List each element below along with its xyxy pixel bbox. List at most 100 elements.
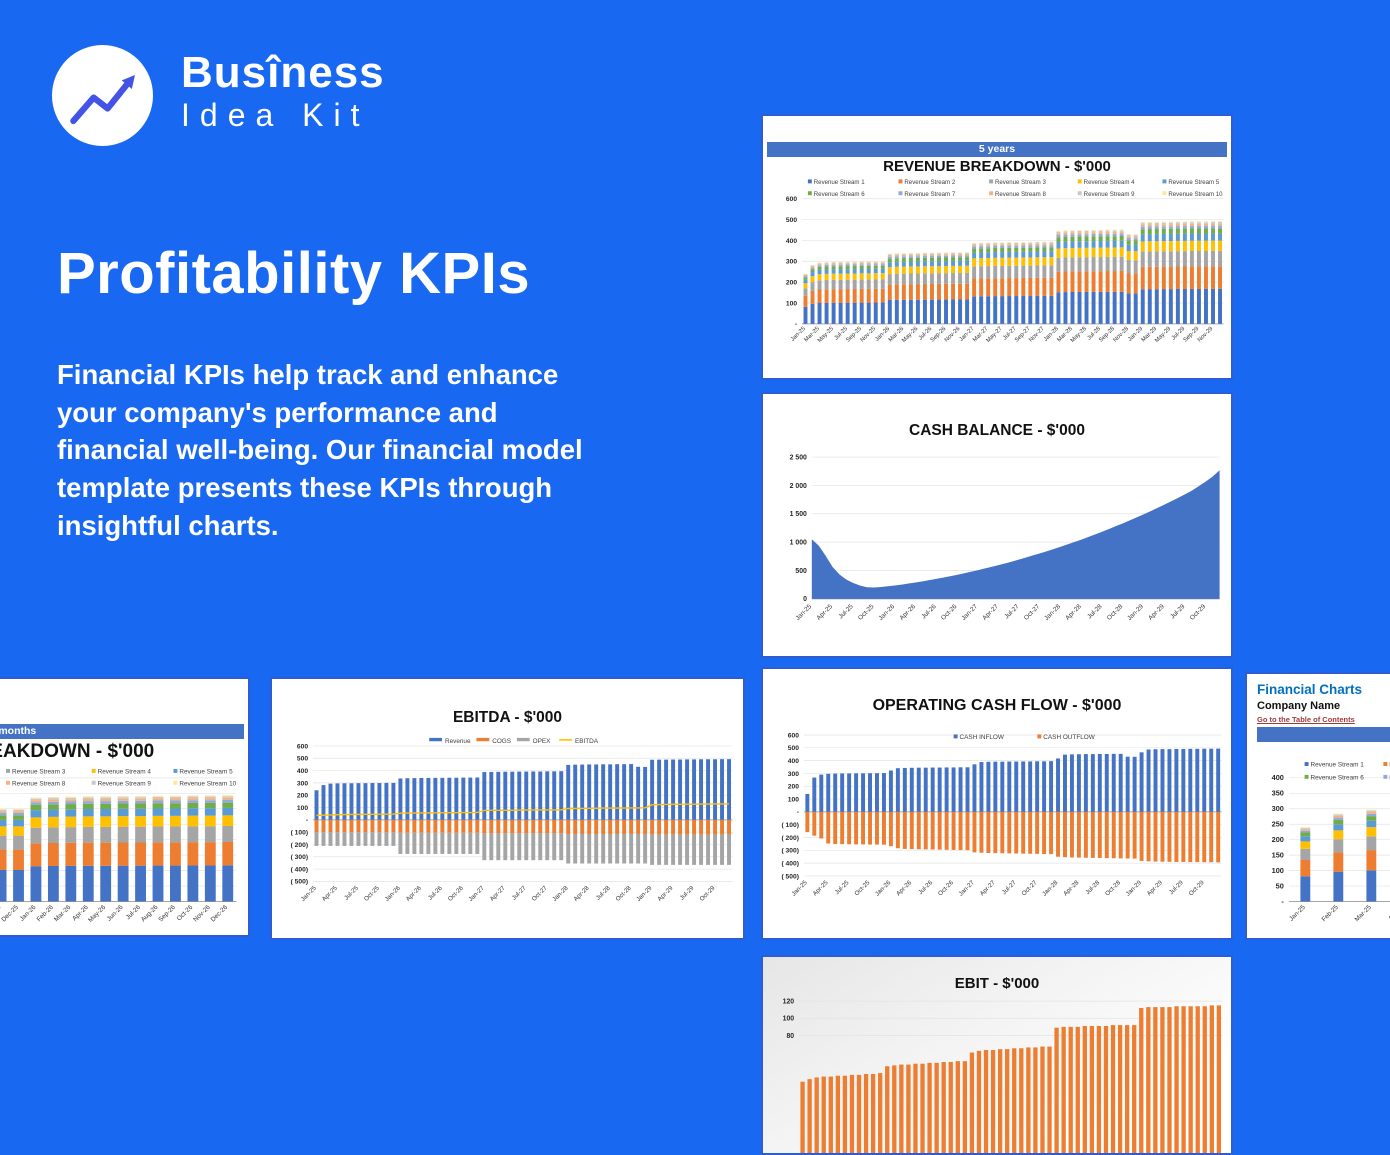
svg-text:100: 100 xyxy=(786,300,797,307)
svg-text:400: 400 xyxy=(788,758,799,765)
svg-text:Jan-27: Jan-27 xyxy=(467,884,486,903)
svg-text:Revenue Stream 10: Revenue Stream 10 xyxy=(1168,191,1223,198)
page-title: Profitability KPIs xyxy=(57,241,531,306)
svg-text:Jul-26: Jul-26 xyxy=(917,879,934,896)
series xyxy=(811,470,1220,599)
svg-text:Oct-28: Oct-28 xyxy=(1106,603,1125,622)
svg-text:300: 300 xyxy=(786,259,797,266)
svg-text:150: 150 xyxy=(1272,851,1284,860)
operating-cash-flow-title: OPERATING CASH FLOW - $'000 xyxy=(872,697,1122,714)
svg-text:Jul-26: Jul-26 xyxy=(920,603,938,621)
svg-text:Oct-26: Oct-26 xyxy=(447,884,465,902)
svg-text:( 100): ( 100) xyxy=(291,829,308,836)
svg-text:Apr-28: Apr-28 xyxy=(1062,879,1080,897)
svg-text:Oct-25: Oct-25 xyxy=(857,603,876,622)
svg-text:May-29: May-29 xyxy=(1154,326,1172,344)
svg-text:Jan-25: Jan-25 xyxy=(794,603,813,622)
revenue-breakdown-5y-card: 5 years REVENUE BREAKDOWN - $'000 - 100 20… xyxy=(761,114,1233,380)
company-name-label: Company Name xyxy=(1257,700,1341,712)
svg-text:Jan-28: Jan-28 xyxy=(1041,879,1060,898)
svg-text:500: 500 xyxy=(297,756,308,763)
svg-text:Revenue Stream 7: Revenue Stream 7 xyxy=(904,191,955,198)
panel-period-bar-5y: 5 years xyxy=(767,142,1227,157)
svg-text:Revenue Stream 3: Revenue Stream 3 xyxy=(995,179,1046,186)
svg-text:Oct-27: Oct-27 xyxy=(1023,603,1042,622)
svg-text:Revenue Stream 8: Revenue Stream 8 xyxy=(12,780,66,787)
svg-text:Oct-27: Oct-27 xyxy=(1020,879,1038,897)
svg-text:Nov-28: Nov-28 xyxy=(1112,325,1130,343)
financial-charts-heading: Financial Charts xyxy=(1257,682,1363,697)
svg-text:Aug-26: Aug-26 xyxy=(140,904,160,924)
svg-text:Feb-25: Feb-25 xyxy=(1321,904,1341,924)
brand-logo: Busîness Idea Kit xyxy=(52,45,385,146)
svg-text:0: 0 xyxy=(803,596,807,603)
svg-text:CASH OUTFLOW: CASH OUTFLOW xyxy=(1043,734,1095,741)
svg-text:Apr-28: Apr-28 xyxy=(572,884,590,902)
svg-text:Revenue Stream 4: Revenue Stream 4 xyxy=(98,769,152,776)
svg-text:Jul-25: Jul-25 xyxy=(834,879,851,896)
series xyxy=(0,795,234,902)
svg-text:120: 120 xyxy=(783,998,795,1005)
svg-text:Revenue Stream 8: Revenue Stream 8 xyxy=(995,191,1046,198)
svg-text:Nov-27: Nov-27 xyxy=(1028,326,1046,344)
svg-text:1 000: 1 000 xyxy=(790,540,807,547)
svg-text:Jan-26: Jan-26 xyxy=(877,603,896,622)
ebitda-chart: ( 500) ( 400) ( 300) ( 200) ( 100) - 100 200 300… xyxy=(291,738,733,903)
svg-text:Revenue Stream 10: Revenue Stream 10 xyxy=(179,780,236,787)
svg-text:Jul-27: Jul-27 xyxy=(1003,603,1021,621)
svg-text:-: - xyxy=(1281,897,1284,906)
x-axis: Jan-25Mar-25May-25Jul-25Sep-25Nov-25Jan-… xyxy=(790,325,1214,344)
financial-charts-nav-card: Financial Charts Company Name Go to the … xyxy=(1245,672,1390,940)
svg-text:-: - xyxy=(306,817,308,824)
x-axis: Jan-25 Apr-25 Jul-25 Oct-25 Jan-26 Apr-26 Jul-… xyxy=(790,879,1206,898)
table-of-contents-link[interactable]: Go to the Table of Contents xyxy=(1257,715,1355,724)
svg-text:Sep-26: Sep-26 xyxy=(157,904,177,924)
svg-text:Apr-29: Apr-29 xyxy=(656,884,674,902)
revenue-breakdown-24m-chart: -50100150200250300350400Jan-25Feb-25Mar-… xyxy=(0,769,237,924)
svg-text:200: 200 xyxy=(788,784,799,791)
svg-text:May-26: May-26 xyxy=(87,904,107,924)
svg-text:Jul-28: Jul-28 xyxy=(595,884,612,901)
svg-text:Apr-27: Apr-27 xyxy=(981,603,1000,622)
x-axis: Jan-25 Apr-25 Jul-25 Oct-25 Jan-26 Apr-26 Jul-… xyxy=(794,603,1207,622)
svg-text:300: 300 xyxy=(788,771,799,778)
svg-text:May-25: May-25 xyxy=(817,325,836,344)
svg-text:100: 100 xyxy=(1272,866,1284,875)
svg-text:Jan-25: Jan-25 xyxy=(300,884,319,903)
svg-text:( 400): ( 400) xyxy=(291,866,308,873)
svg-text:Jan-26: Jan-26 xyxy=(384,884,403,903)
svg-text:Oct-28: Oct-28 xyxy=(615,884,633,902)
ebit-card: EBIT - $'000 80 100 120 xyxy=(761,955,1233,1155)
svg-text:OPEX: OPEX xyxy=(533,738,551,745)
svg-text:200: 200 xyxy=(297,793,308,800)
svg-text:-: - xyxy=(795,321,797,328)
svg-text:May-26: May-26 xyxy=(901,325,920,344)
svg-text:Revenue Stream 5: Revenue Stream 5 xyxy=(1168,179,1219,186)
svg-text:Jul-25: Jul-25 xyxy=(837,603,855,621)
svg-text:100: 100 xyxy=(297,805,308,812)
legend: Revenue COGS OPEX EBITDA xyxy=(429,738,599,745)
svg-text:Jan-25: Jan-25 xyxy=(1288,904,1307,923)
revenue-breakdown-5y-title: REVENUE BREAKDOWN - $'000 xyxy=(883,158,1111,175)
svg-text:( 200): ( 200) xyxy=(781,835,798,842)
svg-text:Apr-25: Apr-25 xyxy=(812,879,830,897)
svg-text:( 400): ( 400) xyxy=(781,860,798,867)
svg-text:400: 400 xyxy=(297,768,308,775)
svg-text:Dec-25: Dec-25 xyxy=(0,904,20,924)
svg-text:Apr-26: Apr-26 xyxy=(895,879,913,897)
svg-text:CASH INFLOW: CASH INFLOW xyxy=(960,734,1005,741)
y-axis: - 100 200 300 400 500 600 xyxy=(786,196,1224,328)
page-description: Financial KPIs help track and enhance yo… xyxy=(57,359,583,541)
series xyxy=(805,748,1221,863)
svg-text:100: 100 xyxy=(788,796,799,803)
svg-text:Jan-28: Jan-28 xyxy=(1043,603,1062,622)
svg-text:2 000: 2 000 xyxy=(790,483,807,490)
svg-text:Revenue Stream 2: Revenue Stream 2 xyxy=(904,179,955,186)
cash-balance-title: CASH BALANCE - $'000 xyxy=(909,422,1085,439)
svg-text:EBITDA: EBITDA xyxy=(575,738,599,745)
svg-text:2 500: 2 500 xyxy=(790,454,807,461)
svg-text:1 500: 1 500 xyxy=(790,511,807,518)
x-axis: Jan-25Feb-25Mar-25Apr-25May-25Jun-25Jul-… xyxy=(0,904,229,924)
